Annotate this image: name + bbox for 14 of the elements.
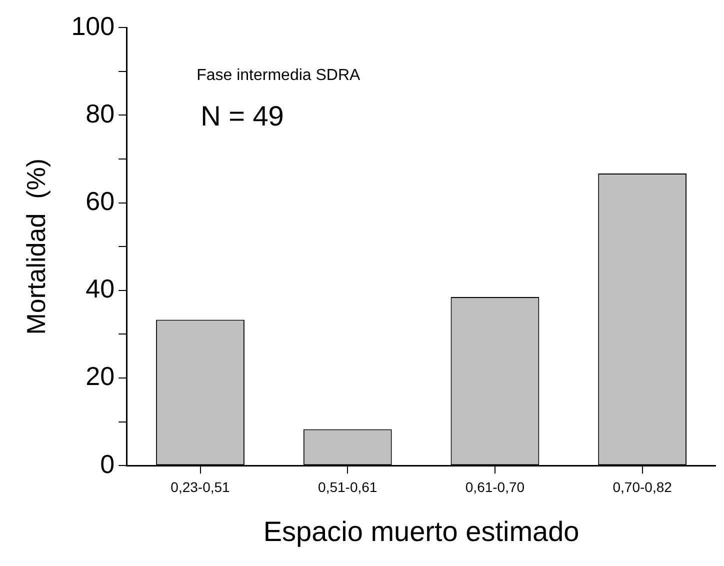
y-tick-label: 80 [86, 98, 115, 128]
y-tick-label: 20 [86, 361, 115, 392]
annotation: Fase intermedia SDRA [196, 67, 361, 84]
annotation: N = 49 [200, 100, 284, 132]
y-tick-label: 0 [100, 448, 115, 479]
x-axis-title: Espacio muerto estimado [263, 516, 580, 547]
x-tick-label: 0,51-0,61 [318, 478, 378, 495]
x-tick-label: 0,23-0,51 [170, 478, 230, 495]
x-tick-label: 0,70-0,82 [612, 478, 672, 495]
y-tick-label: 60 [86, 186, 115, 216]
x-tick-label: 0,61-0,70 [465, 478, 525, 495]
y-tick-label: 100 [71, 10, 115, 41]
y-axis-title: Mortalidad (%) [20, 158, 51, 335]
y-tick-label: 40 [86, 274, 115, 304]
